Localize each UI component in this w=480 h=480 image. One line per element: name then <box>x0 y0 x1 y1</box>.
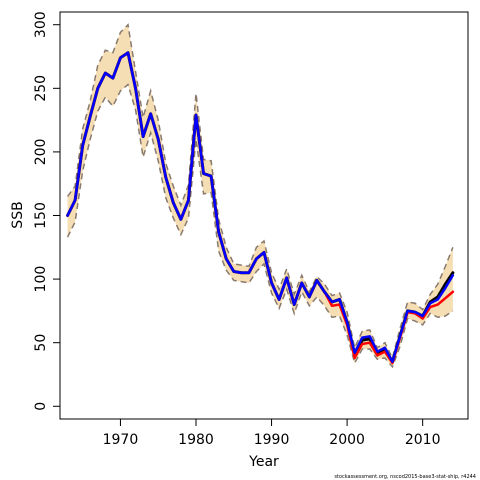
y-tick-label: 250 <box>33 75 49 102</box>
x-tick-label: 1990 <box>254 432 290 448</box>
upper-bound-line <box>66 23 454 361</box>
series-layer <box>66 51 455 365</box>
y-tick-label: 0 <box>33 402 49 411</box>
x-tick-label: 2010 <box>405 432 441 448</box>
x-axis-title: Year <box>248 454 279 470</box>
series-line-blue <box>66 51 455 364</box>
footnote: stockassessment.org, nscod2015-base3-sta… <box>334 474 476 480</box>
y-tick-label: 100 <box>33 266 49 293</box>
x-tick-label: 2000 <box>329 432 365 448</box>
y-axis-title: SSB <box>10 201 26 228</box>
confidence-band <box>67 24 453 367</box>
y-tick-label: 150 <box>33 202 49 229</box>
y-tick-label: 300 <box>33 11 49 38</box>
confidence-band-layer <box>66 23 454 369</box>
axes-layer: 1970 1980 1990 2000 2010 0 50 100 150 200 250 300 <box>33 11 440 448</box>
y-tick-label: 50 <box>33 334 49 352</box>
x-tick-label: 1970 <box>103 432 139 448</box>
y-tick-label: 200 <box>33 139 49 166</box>
x-tick-label: 1980 <box>178 432 214 448</box>
